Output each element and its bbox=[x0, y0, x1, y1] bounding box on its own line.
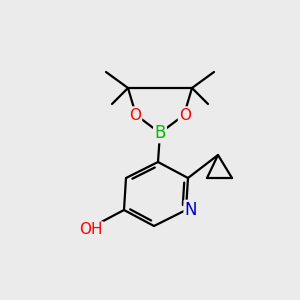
Text: O: O bbox=[129, 107, 141, 122]
Text: N: N bbox=[185, 201, 197, 219]
Text: O: O bbox=[179, 107, 191, 122]
Text: OH: OH bbox=[79, 223, 103, 238]
Text: B: B bbox=[154, 124, 166, 142]
